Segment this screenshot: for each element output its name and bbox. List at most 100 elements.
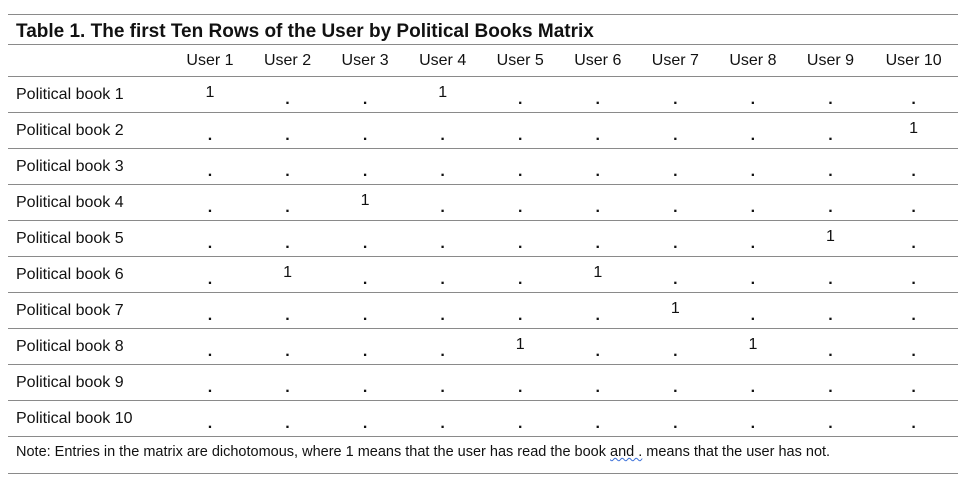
matrix-cell: .	[326, 149, 404, 185]
cell-value: .	[207, 306, 213, 324]
matrix-cell: .	[326, 77, 404, 113]
matrix-cell: .	[637, 329, 715, 365]
column-header: User 5	[496, 51, 544, 69]
matrix-cell: .	[249, 221, 327, 257]
cell-value: .	[362, 342, 368, 360]
column-header: User 1	[186, 51, 234, 69]
cell-value: .	[207, 234, 213, 252]
cell-value: .	[750, 306, 756, 324]
cell-value: .	[828, 342, 833, 360]
cell-value: .	[207, 270, 213, 288]
matrix-cell: .	[481, 185, 559, 221]
matrix-cell: .	[637, 77, 715, 113]
matrix-cell: .	[404, 221, 482, 257]
matrix-cell: 1	[249, 257, 327, 293]
cell-value: .	[673, 270, 678, 288]
cell-value: 1	[205, 83, 215, 101]
cell-value: .	[911, 162, 916, 180]
cell-value: .	[673, 234, 678, 252]
cell-value: .	[362, 90, 368, 108]
matrix-cell: .	[481, 365, 559, 401]
matrix-cell: 1	[326, 185, 404, 221]
table-row: Political book 3..........	[8, 148, 958, 185]
matrix-cell: .	[326, 257, 404, 293]
matrix-cell: .	[559, 149, 637, 185]
table-row: Political book 1 1.. 1......	[8, 76, 958, 113]
matrix-cell: .	[869, 329, 958, 365]
matrix-cell: .	[559, 221, 637, 257]
matrix-cell: .	[326, 293, 404, 329]
cell-value: .	[595, 198, 600, 216]
row-label: Political book 3	[16, 157, 124, 175]
matrix-cell: 1	[637, 293, 715, 329]
matrix-cell: .	[637, 365, 715, 401]
cell-value: .	[595, 378, 600, 396]
cell-value: 1	[826, 227, 835, 245]
cell-value: .	[828, 162, 833, 180]
matrix-cell: .	[249, 77, 327, 113]
matrix-cell: .	[249, 365, 327, 401]
cell-value: .	[828, 306, 833, 324]
matrix-cell: .	[792, 401, 870, 437]
matrix-cell: .	[637, 113, 715, 149]
cell-value: .	[362, 126, 368, 144]
cell-value: .	[750, 378, 756, 396]
matrix-cell: .	[326, 365, 404, 401]
matrix-cell: .	[404, 257, 482, 293]
cell-value: .	[517, 126, 523, 144]
matrix-cell: .	[792, 257, 870, 293]
column-header: User 9	[806, 51, 855, 69]
note-text-flagged: and .	[610, 444, 643, 460]
matrix-cell: .	[559, 77, 637, 113]
top-rule	[8, 14, 958, 15]
matrix-cell: .	[326, 401, 404, 437]
cell-value: .	[911, 90, 916, 108]
matrix-cell: .	[637, 185, 715, 221]
cell-value: .	[517, 378, 523, 396]
cell-value: .	[673, 162, 678, 180]
matrix-cell: .	[249, 329, 327, 365]
cell-value: 1	[283, 263, 292, 281]
matrix-cell: .	[869, 365, 958, 401]
cell-value: .	[362, 270, 368, 288]
cell-value: .	[911, 342, 916, 360]
cell-value: 1	[670, 299, 680, 317]
cell-value: .	[595, 414, 600, 432]
matrix-cell: .	[404, 149, 482, 185]
row-label: Political book 6	[16, 265, 124, 283]
row-label: Political book 10	[16, 409, 133, 427]
cell-value: .	[285, 90, 290, 108]
cell-value: .	[517, 234, 523, 252]
row-label: Political book 8	[16, 337, 124, 355]
matrix-cell: .	[714, 149, 792, 185]
row-label: Political book 4	[16, 193, 124, 211]
matrix-cell: .	[714, 365, 792, 401]
cell-value: .	[750, 126, 756, 144]
matrix-cell: .	[714, 293, 792, 329]
matrix-cell: .	[869, 293, 958, 329]
cell-value: .	[440, 306, 445, 324]
matrix-cell: .	[249, 293, 327, 329]
cell-value: .	[285, 306, 290, 324]
matrix-cell: .	[171, 185, 249, 221]
matrix-cell: .	[249, 113, 327, 149]
document-page: Table 1. The first Ten Rows of the User …	[8, 14, 958, 474]
matrix-cell: 1	[559, 257, 637, 293]
cell-value: .	[440, 378, 445, 396]
cell-value: .	[673, 90, 678, 108]
matrix-cell: .	[249, 401, 327, 437]
matrix-cell: 1	[714, 329, 792, 365]
matrix-cell: .	[481, 113, 559, 149]
matrix-cell: .	[326, 329, 404, 365]
cell-value: .	[673, 126, 678, 144]
cell-value: .	[828, 270, 833, 288]
cell-value: .	[750, 90, 756, 108]
cell-value: .	[595, 90, 600, 108]
cell-value: .	[285, 126, 290, 144]
cell-value: .	[911, 414, 916, 432]
cell-value: .	[440, 198, 445, 216]
cell-value: .	[595, 306, 600, 324]
matrix-cell: .	[171, 293, 249, 329]
matrix-cell: .	[559, 365, 637, 401]
matrix-cell: .	[792, 329, 870, 365]
